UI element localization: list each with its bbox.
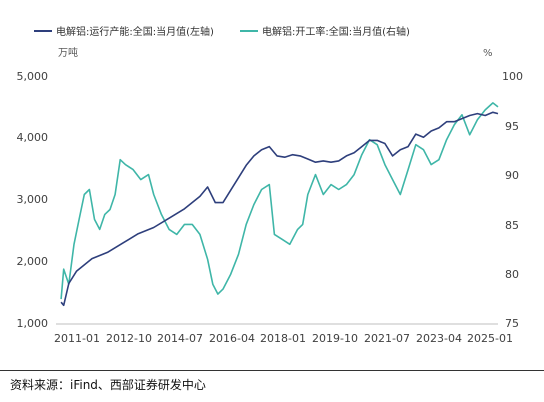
legend: 电解铝:运行产能:全国:当月值(左轴) 电解铝:开工率:全国:当月值(右轴) xyxy=(34,25,410,38)
right-y-axis: 100 95 90 85 80 75 xyxy=(502,70,523,330)
source-divider xyxy=(0,370,544,371)
right-y-tick: 80 xyxy=(505,268,519,281)
right-y-tick: 75 xyxy=(505,317,519,330)
x-tick: 2019-10 xyxy=(312,332,358,345)
legend-label-utilization: 电解铝:开工率:全国:当月值(右轴) xyxy=(262,25,410,38)
x-tick: 2016-04 xyxy=(209,332,255,345)
right-y-tick: 85 xyxy=(505,219,519,232)
x-tick: 2021-07 xyxy=(364,332,410,345)
right-axis-unit: % xyxy=(483,48,493,59)
left-y-tick: 4,000 xyxy=(17,131,49,144)
series-line-capacity xyxy=(60,111,499,307)
x-tick: 2011-01 xyxy=(54,332,100,345)
right-y-tick: 100 xyxy=(502,70,523,83)
left-y-tick: 5,000 xyxy=(17,70,49,83)
right-y-tick: 90 xyxy=(505,169,519,182)
source-note: 资料来源：iFind、西部证券研发中心 xyxy=(10,378,206,392)
chart: 电解铝:运行产能:全国:当月值(左轴) 电解铝:开工率:全国:当月值(右轴) 万… xyxy=(17,25,524,345)
x-axis: 2011-01 2012-10 2014-07 2016-04 2018-01 … xyxy=(54,332,513,345)
x-tick: 2023-04 xyxy=(416,332,462,345)
left-y-tick: 2,000 xyxy=(17,255,49,268)
right-y-tick: 95 xyxy=(505,120,519,133)
x-tick: 2018-01 xyxy=(260,332,306,345)
left-axis-unit: 万吨 xyxy=(58,46,78,59)
x-tick: 2012-10 xyxy=(106,332,152,345)
x-tick: 2014-07 xyxy=(157,332,203,345)
left-y-tick: 3,000 xyxy=(17,193,49,206)
x-tick: 2025-01 xyxy=(467,332,513,345)
legend-label-capacity: 电解铝:运行产能:全国:当月值(左轴) xyxy=(56,25,214,38)
series-line-utilization xyxy=(60,102,499,300)
left-y-axis: 5,000 4,000 3,000 2,000 1,000 xyxy=(17,70,49,330)
left-y-tick: 1,000 xyxy=(17,317,49,330)
